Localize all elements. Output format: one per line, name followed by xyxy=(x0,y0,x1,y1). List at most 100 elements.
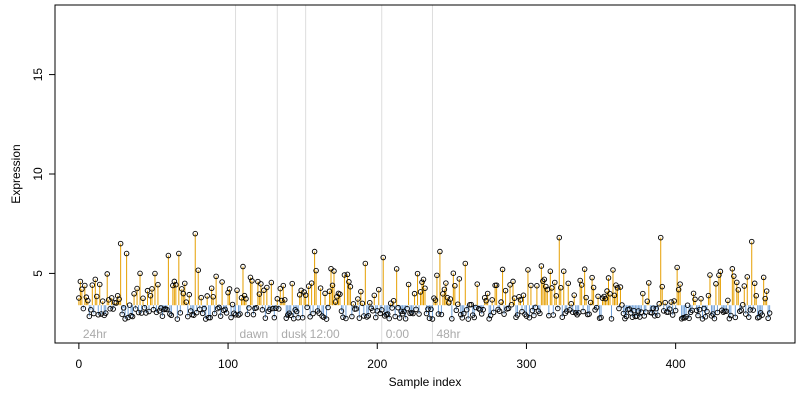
data-point xyxy=(517,297,524,303)
data-point xyxy=(85,297,91,304)
data-point xyxy=(396,315,403,321)
data-point xyxy=(243,296,249,302)
data-point xyxy=(380,254,386,261)
data-point xyxy=(734,279,740,286)
data-point xyxy=(358,288,364,295)
data-point xyxy=(144,287,151,294)
data-point xyxy=(526,314,533,321)
data-point xyxy=(222,306,228,313)
data-point xyxy=(247,274,254,281)
data-point xyxy=(672,307,679,314)
data-point xyxy=(193,309,200,316)
data-point xyxy=(359,300,366,307)
data-point xyxy=(743,311,749,317)
data-point xyxy=(449,316,455,322)
data-point xyxy=(338,308,345,314)
data-point xyxy=(131,291,137,297)
data-point xyxy=(640,290,646,297)
data-point xyxy=(271,314,278,321)
data-point xyxy=(532,304,539,311)
data-point xyxy=(728,312,734,319)
data-point xyxy=(77,278,84,285)
data-point xyxy=(599,295,606,301)
data-point xyxy=(493,282,500,288)
data-point xyxy=(282,297,288,303)
data-point xyxy=(653,305,660,312)
data-point xyxy=(675,286,682,293)
data-point xyxy=(668,299,674,305)
x-tick-label: 400 xyxy=(666,357,686,371)
data-point xyxy=(376,286,382,293)
data-point xyxy=(325,304,331,311)
data-point xyxy=(389,305,395,311)
data-point xyxy=(217,313,224,319)
data-point xyxy=(650,305,657,311)
data-point xyxy=(620,310,627,317)
data-point xyxy=(259,307,266,313)
data-point xyxy=(356,315,363,321)
data-point xyxy=(541,276,548,283)
data-point xyxy=(678,316,685,322)
data-point xyxy=(355,296,361,302)
data-point xyxy=(753,292,759,299)
data-point xyxy=(261,287,267,294)
data-point xyxy=(226,286,233,292)
data-point xyxy=(134,285,140,292)
x-axis: 0 100 200 300 400 xyxy=(76,343,686,371)
data-point xyxy=(474,281,480,287)
data-point xyxy=(293,308,300,315)
group-label: dawn xyxy=(240,327,269,341)
data-point xyxy=(390,297,397,304)
data-point xyxy=(674,264,680,271)
data-point xyxy=(571,292,577,298)
data-point xyxy=(649,310,655,316)
data-point xyxy=(732,314,739,321)
data-point xyxy=(461,310,467,317)
data-point xyxy=(438,311,445,318)
data-point xyxy=(623,313,630,320)
data-point xyxy=(97,281,103,288)
data-point xyxy=(635,308,642,314)
data-point xyxy=(116,296,122,302)
data-point xyxy=(549,285,555,291)
data-point xyxy=(444,294,451,301)
data-point xyxy=(404,305,410,312)
x-tick-label: 100 xyxy=(218,357,238,371)
data-point xyxy=(683,313,689,320)
data-point xyxy=(343,315,349,322)
data-point xyxy=(737,308,743,315)
group-label: 48hr xyxy=(436,327,460,341)
x-axis-title: Sample index xyxy=(389,375,462,389)
points xyxy=(76,230,773,322)
data-point xyxy=(410,310,416,317)
data-point xyxy=(179,286,185,292)
data-point xyxy=(229,301,236,308)
data-point xyxy=(405,281,412,288)
data-point xyxy=(429,316,436,322)
data-point xyxy=(287,312,294,319)
data-point xyxy=(413,306,419,313)
data-point xyxy=(531,312,537,319)
data-point xyxy=(201,305,207,312)
data-point xyxy=(283,315,290,321)
data-point xyxy=(143,310,149,316)
data-point xyxy=(216,304,222,311)
data-point xyxy=(569,309,576,315)
data-point xyxy=(608,316,615,322)
data-point xyxy=(82,282,88,289)
data-point xyxy=(76,295,82,301)
data-point xyxy=(547,268,554,275)
data-point xyxy=(277,285,284,292)
data-point xyxy=(310,310,316,317)
data-point xyxy=(523,313,530,319)
data-point xyxy=(762,295,768,302)
data-point xyxy=(108,295,115,301)
data-point xyxy=(223,310,230,316)
data-point xyxy=(605,275,612,281)
data-point xyxy=(465,316,472,322)
data-point xyxy=(234,287,240,294)
data-point xyxy=(302,292,309,298)
data-point xyxy=(317,285,324,291)
data-point xyxy=(182,280,188,287)
data-point xyxy=(256,291,263,297)
